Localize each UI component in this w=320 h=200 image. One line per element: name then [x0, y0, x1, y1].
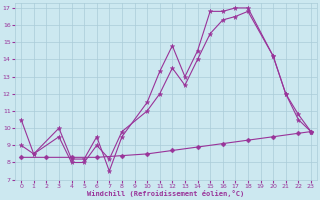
X-axis label: Windchill (Refroidissement éolien,°C): Windchill (Refroidissement éolien,°C)	[87, 190, 245, 197]
